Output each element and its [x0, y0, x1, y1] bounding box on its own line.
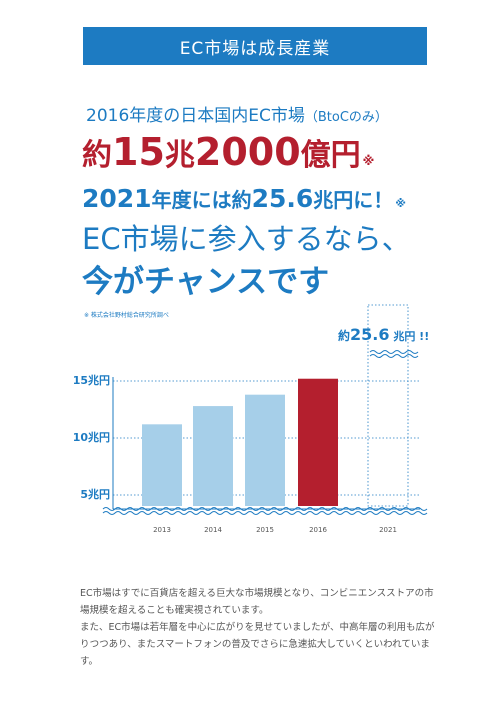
headline-line2-note: ※ — [362, 154, 375, 168]
y-tick-label: 15兆円 — [73, 373, 110, 387]
headline-line2-unit2: 億円 — [300, 138, 361, 173]
headline-line3-text2: 兆円に！ — [313, 188, 394, 212]
headline-line2-unit1: 兆 — [164, 138, 195, 173]
y-tick-label: 10兆円 — [73, 430, 110, 444]
bar-break-wave — [369, 350, 419, 354]
x-tick-label: 2021 — [379, 526, 397, 534]
body-paragraph-1: EC市場はすでに百貨店を超える巨大な市場規模となり、コンビニエンスストアの市場規… — [80, 588, 434, 616]
headline-line3-year: 2021 — [82, 184, 152, 213]
callout-label: 約25.6 兆円 !! — [338, 325, 429, 344]
bar-2014 — [193, 406, 233, 506]
headline-line2-num2: 2000 — [194, 130, 301, 174]
headline-line3-num: 25.6 — [251, 184, 314, 213]
section-banner: EC市場は成長産業 — [83, 27, 427, 65]
axis-break-wave — [102, 511, 428, 515]
headline-line2: 約 15 兆 2000 億円 ※ — [82, 130, 462, 174]
source-note: ※ 株式会社野村総合研究所調べ — [84, 312, 169, 319]
bar-break-wave — [369, 354, 419, 358]
headline-line1-main: 2016年度の日本国内EC市場 — [86, 106, 305, 126]
headline-line2-num: 15 — [112, 130, 165, 174]
bar-2016 — [298, 378, 338, 506]
headline-line3-note: ※ — [395, 197, 406, 210]
body-text: EC市場はすでに百貨店を超える巨大な市場規模となり、コンビニエンスストアの市場規… — [80, 585, 440, 670]
y-tick-label: 5兆円 — [80, 487, 110, 501]
headline-line3: 2021 年度には約 25.6 兆円に！ ※ — [82, 184, 462, 213]
headline-line4: EC市場に参入するなら、 — [82, 222, 411, 256]
headline-line1-paren: （BtoCのみ） — [304, 110, 388, 125]
x-tick-label: 2015 — [256, 526, 274, 534]
bar-2013 — [142, 424, 182, 506]
x-tick-label: 2014 — [204, 526, 222, 534]
headline-line3-text1: 年度には約 — [151, 188, 252, 212]
headline-line2-prefix: 約 — [82, 138, 112, 173]
x-tick-label: 2013 — [153, 526, 171, 534]
bar-2015 — [245, 394, 285, 506]
x-tick-label: 2016 — [309, 526, 327, 534]
axis-break-wave — [102, 507, 428, 511]
bar-2021-projected — [367, 304, 409, 507]
body-paragraph-2: また、EC市場は若年層を中心に広がりを見せていましたが、中高年層の利用も広がりつ… — [80, 622, 435, 667]
headline-line5: 今がチャンスです — [82, 264, 330, 300]
headline-line1: 2016年度の日本国内EC市場（BtoCのみ） — [86, 101, 446, 126]
